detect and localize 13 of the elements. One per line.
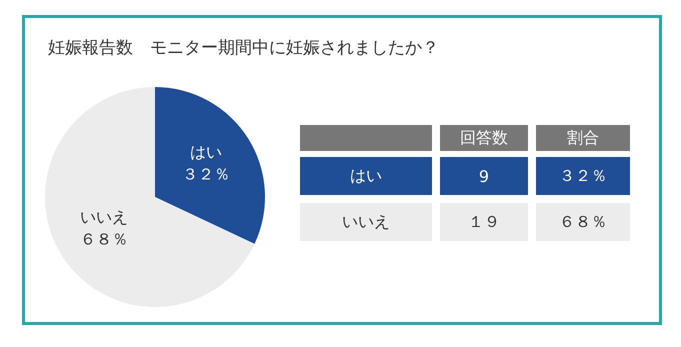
chart-title: 妊娠報告数 モニター期間中に妊娠されましたか？ (48, 37, 439, 59)
category-label: いいえ (342, 212, 390, 230)
slice-label: はい (190, 142, 222, 162)
text: 回答数 (440, 125, 528, 151)
text: ３２％ (559, 166, 607, 184)
text: ６８％ (559, 212, 607, 230)
text: 割合 (536, 125, 630, 151)
slice-label: いいえ (80, 208, 128, 227)
data-label: ３２％ (182, 164, 230, 184)
text: １９ (440, 203, 528, 241)
text: 9 (440, 157, 528, 195)
data-label: ６８％ (80, 230, 128, 249)
slice-label: はい (300, 157, 432, 195)
